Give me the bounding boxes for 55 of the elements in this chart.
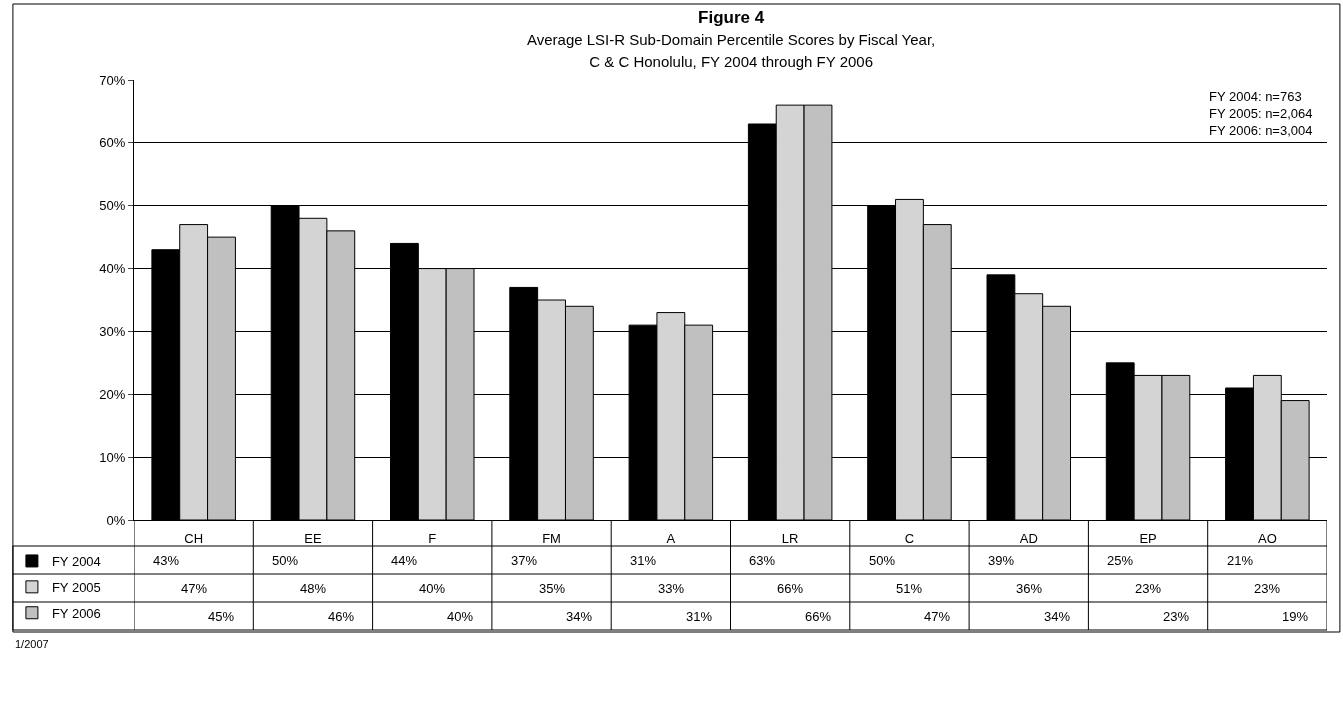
data-label: 48% bbox=[300, 581, 327, 596]
x-tick-label: F bbox=[428, 530, 437, 546]
data-label: 63% bbox=[749, 553, 776, 568]
data-label: 25% bbox=[1107, 553, 1134, 568]
data-label: 46% bbox=[328, 609, 355, 624]
data-label: 44% bbox=[391, 553, 418, 568]
data-label: 31% bbox=[686, 609, 713, 624]
x-tick-label: EP bbox=[1139, 530, 1157, 546]
text: 1/2007 bbox=[15, 638, 49, 650]
data-label: 50% bbox=[869, 553, 896, 568]
x-tick-label: LR bbox=[781, 530, 799, 546]
data-label: 66% bbox=[777, 581, 804, 596]
data-label: 40% bbox=[419, 581, 446, 596]
y-tick-label: 60% bbox=[99, 135, 126, 151]
x-tick-label: AD bbox=[1019, 530, 1038, 546]
chart-title: Figure 4 bbox=[698, 8, 765, 27]
data-label: 19% bbox=[1282, 609, 1309, 624]
y-tick-label: 30% bbox=[99, 323, 126, 339]
data-label: 33% bbox=[658, 581, 685, 596]
x-tick-label: A bbox=[666, 530, 676, 546]
data-label: 23% bbox=[1163, 609, 1190, 624]
legend-label: FY 2004 bbox=[51, 554, 101, 570]
x-tick-label: EE bbox=[304, 530, 322, 546]
data-label: 21% bbox=[1227, 553, 1254, 568]
chart-subtitle: Average LSI-R Sub-Domain Percentile Scores by Fiscal Year, C & C Honolulu, FY 2004 through FY 2006 bbox=[527, 31, 936, 71]
x-tick-label: FM bbox=[542, 530, 561, 546]
data-label: 66% bbox=[805, 609, 832, 624]
data-label: 43% bbox=[153, 553, 180, 568]
y-tick-label: 0% bbox=[106, 512, 126, 528]
data-label: 23% bbox=[1254, 581, 1281, 596]
data-label: 47% bbox=[181, 581, 208, 596]
data-label: 35% bbox=[539, 581, 566, 596]
legend-label: FY 2005 bbox=[51, 579, 101, 595]
data-label: 50% bbox=[272, 553, 299, 568]
y-tick-label: 50% bbox=[99, 198, 126, 214]
annotation: FY 2004: n=763 FY 2005: n=2,064 FY 2006: n=3,004 bbox=[1209, 89, 1313, 138]
data-label: 45% bbox=[208, 609, 235, 624]
x-tick-label: AO bbox=[1257, 530, 1277, 546]
data-label: 34% bbox=[1044, 609, 1071, 624]
x-tick-label: C bbox=[904, 530, 915, 546]
data-label: 40% bbox=[447, 609, 474, 624]
data-label: 34% bbox=[566, 609, 593, 624]
data-label: 37% bbox=[511, 553, 538, 568]
y-tick-label: 10% bbox=[99, 449, 126, 465]
data-label: 39% bbox=[988, 553, 1015, 568]
data-label: 51% bbox=[896, 581, 923, 596]
data-label: 31% bbox=[630, 553, 657, 568]
data-label: 47% bbox=[924, 609, 951, 624]
x-tick-label: CH bbox=[184, 530, 204, 546]
y-tick-label: 20% bbox=[99, 386, 126, 402]
y-tick-label: 70% bbox=[99, 72, 126, 88]
data-label: 36% bbox=[1016, 581, 1043, 596]
data-label: 23% bbox=[1135, 581, 1162, 596]
y-tick-label: 40% bbox=[99, 261, 126, 277]
legend-label: FY 2006 bbox=[51, 605, 101, 621]
